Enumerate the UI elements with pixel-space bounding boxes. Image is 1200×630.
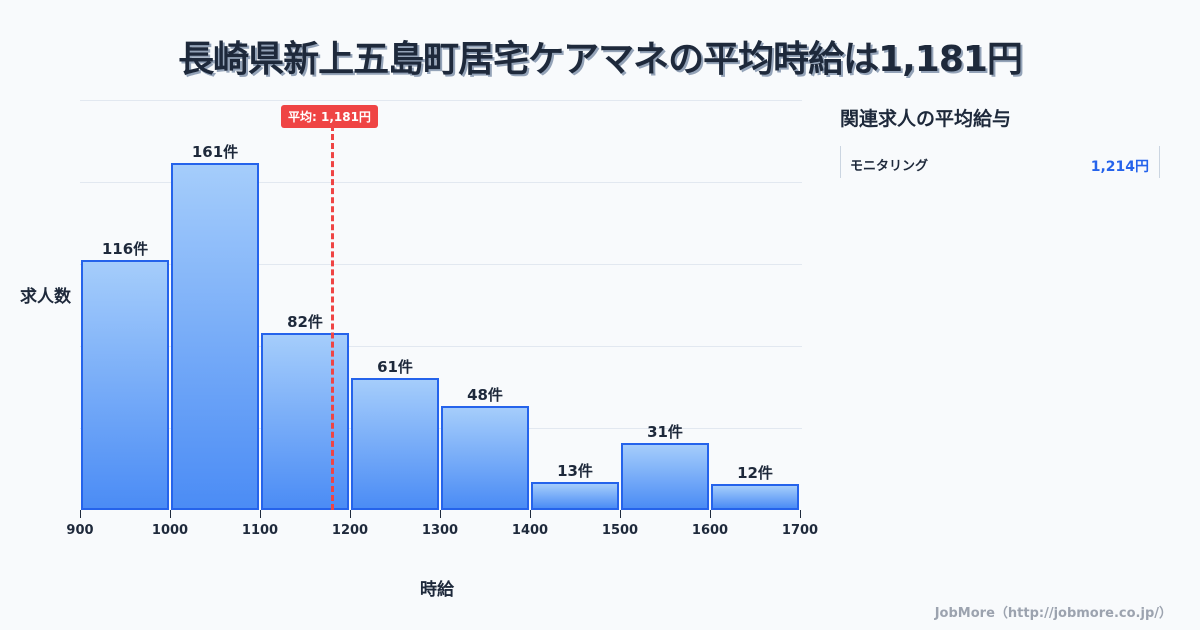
x-tick-label: 1500 [601,523,639,538]
x-tick-label: 1700 [781,523,819,538]
histogram-bar [81,259,169,510]
x-tick [440,510,441,518]
bar-value-label: 61件 [377,358,413,377]
related-job-label: モニタリング [850,159,929,174]
x-tick [260,510,261,518]
x-tick-label: 1600 [691,523,729,538]
page-title: 長崎県新上五島町居宅ケアマネの平均時給は1,181円 [178,39,1023,80]
x-tick [530,510,531,518]
x-tick [350,510,351,518]
average-badge: 平均: 1,181円 [281,105,378,128]
x-tick-label: 1100 [241,523,279,538]
y-axis-label: 求人数 [20,287,71,307]
x-tick [170,510,171,518]
x-tick [710,510,711,518]
average-line [331,125,334,510]
bar-value-label: 48件 [467,386,503,405]
x-tick-label: 1300 [421,523,459,538]
histogram-bar [441,406,529,510]
gridline [80,264,802,265]
x-tick-label: 1400 [511,523,549,538]
bar-value-label: 31件 [647,423,683,442]
related-job-item[interactable]: モニタリング 1,214円 [840,146,1160,178]
gridline [80,346,802,347]
bar-value-label: 161件 [191,142,239,161]
bar-value-label: 13件 [557,461,593,480]
histogram-plot: 116件 161件 82件 61件 48件 13件 31件 12件 [80,100,802,510]
bar-value-label: 116件 [101,239,149,258]
related-jobs-title: 関連求人の平均給与 [840,108,1012,130]
x-tick-label: 1000 [151,523,189,538]
x-tick-label: 1200 [331,523,369,538]
histogram-bar [261,333,349,510]
histogram-bar [171,162,259,510]
x-tick [620,510,621,518]
gridline [80,100,802,101]
x-axis-label: 時給 [420,580,454,600]
x-tick-label: 900 [66,523,94,538]
histogram-bar [351,378,439,510]
histogram-bar [621,443,709,510]
related-job-value: 1,214円 [1090,159,1149,175]
bar-value-label: 12件 [737,464,773,483]
x-tick [80,510,81,518]
gridline [80,182,802,183]
histogram-bar [531,481,619,510]
footer-credit: JobMore（http://jobmore.co.jp/） [934,606,1172,621]
bar-value-label: 82件 [287,313,323,332]
histogram-bar [711,484,799,510]
x-tick [800,510,801,518]
